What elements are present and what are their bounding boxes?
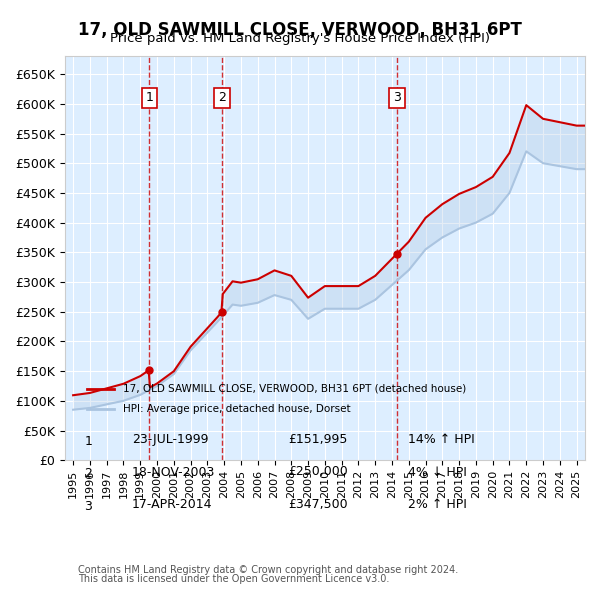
Text: HPI: Average price, detached house, Dorset: HPI: Average price, detached house, Dors… (123, 405, 350, 414)
Text: 1: 1 (145, 91, 153, 104)
Text: 1: 1 (85, 435, 92, 448)
Text: 3: 3 (85, 500, 92, 513)
Text: Contains HM Land Registry data © Crown copyright and database right 2024.: Contains HM Land Registry data © Crown c… (78, 565, 458, 575)
Text: 2: 2 (218, 91, 226, 104)
Text: 4% ↓ HPI: 4% ↓ HPI (408, 466, 467, 478)
Text: 14% ↑ HPI: 14% ↑ HPI (408, 433, 475, 446)
Text: 23-JUL-1999: 23-JUL-1999 (132, 433, 209, 446)
Text: 2: 2 (85, 467, 92, 480)
Text: This data is licensed under the Open Government Licence v3.0.: This data is licensed under the Open Gov… (78, 574, 389, 584)
Text: Price paid vs. HM Land Registry's House Price Index (HPI): Price paid vs. HM Land Registry's House … (110, 32, 490, 45)
Text: 18-NOV-2003: 18-NOV-2003 (132, 466, 215, 478)
Text: £250,000: £250,000 (288, 466, 348, 478)
Text: £347,500: £347,500 (288, 498, 347, 511)
Text: 3: 3 (393, 91, 401, 104)
Text: 2% ↑ HPI: 2% ↑ HPI (408, 498, 467, 511)
Text: 17, OLD SAWMILL CLOSE, VERWOOD, BH31 6PT: 17, OLD SAWMILL CLOSE, VERWOOD, BH31 6PT (78, 21, 522, 39)
Text: 17-APR-2014: 17-APR-2014 (132, 498, 212, 511)
Text: 17, OLD SAWMILL CLOSE, VERWOOD, BH31 6PT (detached house): 17, OLD SAWMILL CLOSE, VERWOOD, BH31 6PT… (123, 384, 466, 394)
Text: £151,995: £151,995 (288, 433, 347, 446)
